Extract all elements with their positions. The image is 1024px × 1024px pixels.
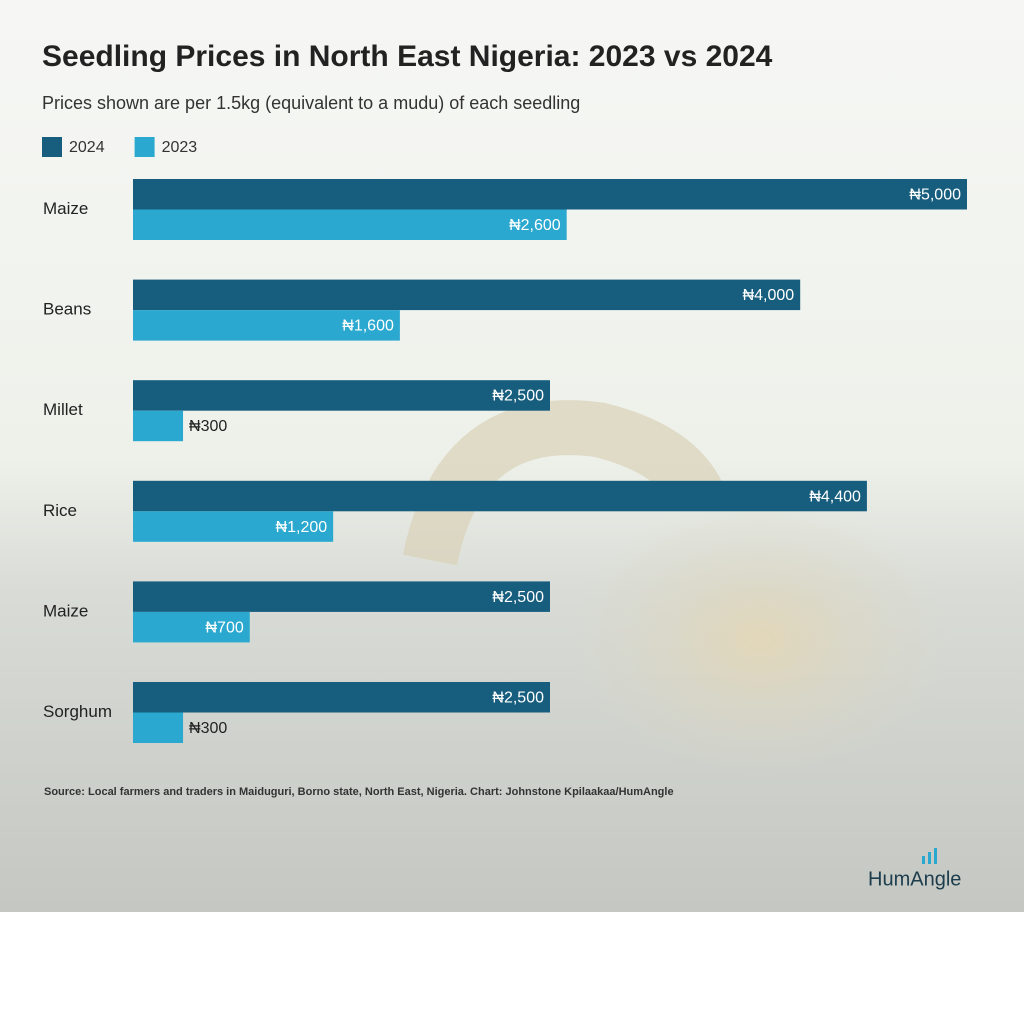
chart-title: Seedling Prices in North East Nigeria: 2… <box>42 40 773 73</box>
chart-subtitle: Prices shown are per 1.5kg (equivalent t… <box>42 93 580 113</box>
logo-bar <box>922 856 925 864</box>
legend-swatch <box>134 137 155 157</box>
legend-label: 2023 <box>162 139 198 156</box>
y-tick-label: Maize <box>43 199 88 218</box>
value-label: ₦4,400 <box>809 488 861 505</box>
value-label: ₦2,500 <box>492 589 544 606</box>
value-label: ₦4,000 <box>743 287 795 304</box>
value-label: ₦2,600 <box>509 217 561 234</box>
bar <box>133 480 867 512</box>
source-note: Source: Local farmers and traders in Mai… <box>44 786 674 798</box>
legend-label: 2024 <box>69 139 105 156</box>
bar <box>133 279 801 311</box>
bar <box>133 682 550 713</box>
bar <box>133 581 550 612</box>
y-tick-label: Sorghum <box>43 702 112 721</box>
legend-swatch <box>42 137 62 157</box>
value-label: ₦1,200 <box>276 519 328 536</box>
background-seed <box>570 500 950 780</box>
legend: 2024 2023 <box>42 137 197 157</box>
value-label: ₦2,500 <box>492 689 544 706</box>
y-tick-label: Rice <box>43 501 77 520</box>
value-label: ₦300 <box>189 720 227 737</box>
plot: Maize ₦5,000 ₦2,600 Beans ₦4,000 ₦1,600 Millet… <box>43 179 967 743</box>
bar <box>133 209 567 240</box>
y-tick-label: Maize <box>43 601 88 620</box>
bar <box>133 410 184 442</box>
y-tick-label: Beans <box>43 300 91 319</box>
value-label: ₦1,600 <box>342 318 394 335</box>
bar <box>133 310 400 341</box>
y-tick-label: Millet <box>43 400 83 419</box>
bar <box>133 712 184 743</box>
bar <box>133 380 550 411</box>
value-label: ₦5,000 <box>909 186 961 203</box>
logo-icon <box>922 848 937 864</box>
bar <box>133 511 334 542</box>
logo-bar <box>934 848 937 864</box>
value-label: ₦700 <box>206 619 244 636</box>
bar <box>133 179 967 210</box>
value-label: ₦2,500 <box>492 388 544 405</box>
value-label: ₦300 <box>189 418 227 435</box>
bar <box>133 611 250 643</box>
logo: HumAngle <box>868 868 961 890</box>
logo-bar <box>928 852 931 864</box>
